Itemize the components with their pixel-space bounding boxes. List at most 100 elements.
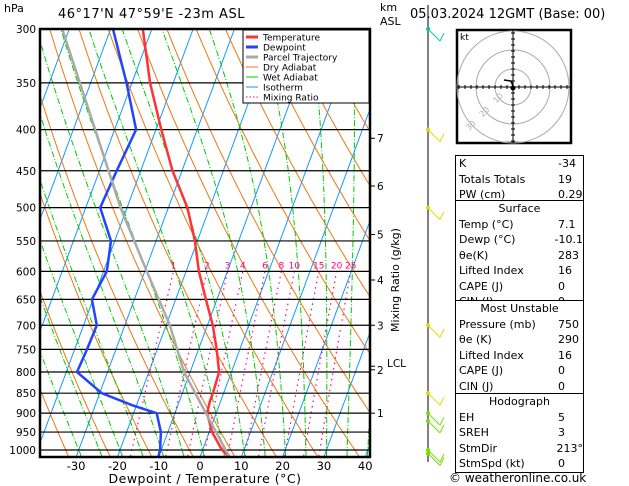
km-tick-label: 3 xyxy=(377,320,384,332)
row-value: 0 xyxy=(558,364,565,377)
row-label: Temp (°C) xyxy=(459,217,514,231)
dry-adiabat-line xyxy=(107,29,319,457)
table-row: Lifted Index 16 xyxy=(456,348,583,364)
lcl-label: LCL xyxy=(387,358,406,370)
row-value: 213° xyxy=(556,441,584,455)
pressure-tick-label: 350 xyxy=(16,78,36,90)
surface-table: Surface Temp (°C) 7.1 Dewp (°C) -10.1 θe(K) 28… xyxy=(455,200,584,311)
isotherm-line xyxy=(199,29,359,457)
wind-barb-icon xyxy=(426,27,445,42)
wet-adiabat-line xyxy=(346,29,355,457)
legend-label: Temperature xyxy=(262,34,320,44)
temperature-tick-label: -10 xyxy=(149,459,168,473)
mixing-ratio-label: 3 xyxy=(225,261,231,271)
isotherm-line xyxy=(158,29,318,457)
pressure-tick-label: 600 xyxy=(16,266,36,278)
pressure-tick-label: 500 xyxy=(16,203,36,215)
wet-adiabat-line xyxy=(40,112,165,457)
row-label: PW (cm) xyxy=(459,188,506,201)
dry-adiabat-line xyxy=(40,387,70,457)
pressure-tick-label: 700 xyxy=(16,320,36,332)
pressure-unit-label: hPa xyxy=(4,2,24,15)
pressure-tick-label: 850 xyxy=(16,388,36,400)
row-label: SREH xyxy=(459,426,489,439)
legend-label: Dry Adiabat xyxy=(263,64,317,74)
table-row: Pressure (mb) 750 xyxy=(456,317,583,333)
datetime-title: 05.03.2024 12GMT (Base: 00) xyxy=(410,7,606,22)
dry-adiabat-line xyxy=(166,29,370,414)
wet-adiabat-line xyxy=(40,349,83,457)
row-label: Lifted Index xyxy=(459,348,524,362)
temperature-tick-label: 0 xyxy=(196,459,203,473)
row-label: θe (K) xyxy=(459,333,492,346)
table-row: EH 5 xyxy=(456,410,583,426)
temperature-tick-label: -30 xyxy=(67,459,86,473)
pressure-tick-label: 300 xyxy=(16,24,36,36)
table-row: StmDir 213° xyxy=(456,441,583,457)
row-value: 0 xyxy=(558,279,565,293)
wet-adiabat-line xyxy=(40,238,124,457)
row-value: -10.1 xyxy=(554,233,583,246)
location-title: 46°17'N 47°59'E -23m ASL xyxy=(58,7,245,22)
pressure-tick-label: 400 xyxy=(16,125,36,137)
legend-label: Parcel Trajectory xyxy=(263,54,338,64)
row-value: 16 xyxy=(558,264,572,277)
row-value: 7.1 xyxy=(558,217,576,231)
dry-adiabat-line xyxy=(40,93,195,457)
mixing-ratio-label: 4 xyxy=(240,261,246,271)
wet-adiabat-line xyxy=(161,29,266,457)
wind-barb-icon xyxy=(426,418,445,434)
row-label: CAPE (J) xyxy=(459,279,504,293)
row-label: CAPE (J) xyxy=(459,364,504,377)
table-title: Surface xyxy=(498,202,541,215)
table-row: StmSpd (kt) 0 xyxy=(456,456,583,472)
row-label: θe(K) xyxy=(459,248,489,262)
km-tick-label: 6 xyxy=(377,181,384,193)
row-label: CIN (J) xyxy=(459,379,494,393)
dry-adiabat-line xyxy=(283,29,370,187)
mixing-ratio-line xyxy=(129,271,175,457)
dry-adiabat-line xyxy=(597,17,629,467)
row-value: 0 xyxy=(558,379,565,393)
pressure-tick-label: 450 xyxy=(16,166,36,178)
wet-adiabat-line xyxy=(40,38,185,457)
row-label: Lifted Index xyxy=(459,264,524,277)
pressure-tick-label: 800 xyxy=(16,367,36,379)
height-ref-label: ASL xyxy=(380,15,401,28)
x-axis-title: Dewpoint / Temperature (°C) xyxy=(109,471,302,486)
row-label: StmSpd (kt) xyxy=(459,457,525,470)
mixing-ratio-label: 15 xyxy=(313,261,324,271)
dry-adiabat-line xyxy=(49,29,236,457)
dry-adiabat-line xyxy=(40,192,153,457)
pressure-tick-label: 750 xyxy=(16,344,36,356)
dry-adiabat-line xyxy=(137,29,361,457)
row-value: 0 xyxy=(558,457,565,470)
wind-barb-icon xyxy=(426,205,445,220)
row-value: 750 xyxy=(558,317,579,331)
mixing-ratio-line xyxy=(317,271,352,457)
mixing-ratio-line xyxy=(226,271,266,457)
mixing-ratio-line xyxy=(164,271,208,457)
pressure-tick-label: 650 xyxy=(16,294,36,306)
mixing-ratio-label: 1 xyxy=(171,261,177,271)
dry-adiabat-line xyxy=(224,29,370,298)
parcel-trajectory-line xyxy=(61,29,231,457)
mixing-ratio-label: 25 xyxy=(345,261,356,271)
dewpoint-line xyxy=(75,29,163,457)
row-label: K xyxy=(459,157,467,170)
legend-label: Isotherm xyxy=(263,84,303,94)
dry-adiabat-line xyxy=(40,289,111,457)
copyright[interactable]: © weatheronline.co.uk xyxy=(449,471,587,485)
row-label: EH xyxy=(459,410,475,424)
table-title: Most Unstable xyxy=(480,302,559,315)
pressure-tick-label: 950 xyxy=(16,427,36,439)
temperature-tick-label: -20 xyxy=(108,459,127,473)
wet-adiabat-line xyxy=(121,29,246,457)
dry-adiabat-line xyxy=(195,29,370,355)
table-row: θe (K) 290 xyxy=(456,332,583,348)
pressure-tick-label: 1000 xyxy=(9,445,36,457)
mixing-ratio-axis-title: Mixing Ratio (g/kg) xyxy=(389,228,402,332)
table-row: Lifted Index 16 xyxy=(456,263,583,279)
